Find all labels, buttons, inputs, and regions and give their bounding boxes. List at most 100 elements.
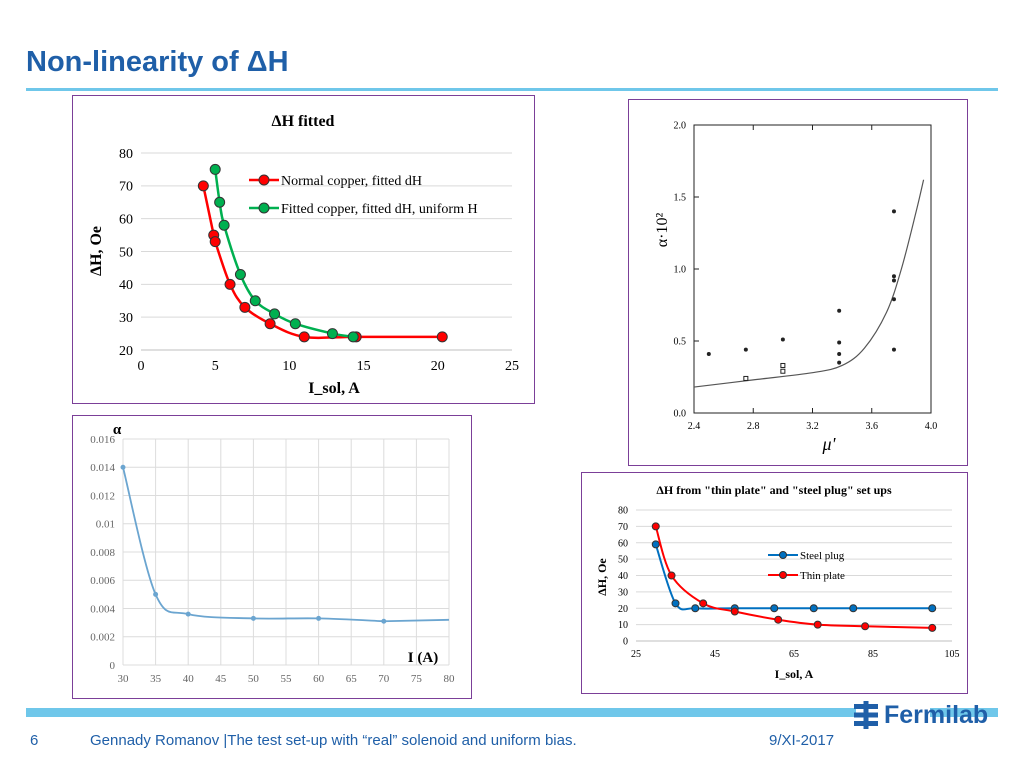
alpha-current-ytick-label: 0.014: [90, 462, 115, 474]
alpha-current-ytick-label: 0.008: [90, 547, 115, 559]
alpha-mu-xtick-label: 3.2: [806, 421, 819, 432]
chart-alpha-mu-svg: 0.0 0.5 1.0 1.5 2.0 2.4 2.8 3.2 3.6 4.0 μ' α·10²: [654, 121, 938, 455]
alpha-current-ytick-label: 0.004: [90, 603, 115, 615]
fitted-series-marker: [197, 180, 209, 192]
alpha-mu-point: [891, 209, 896, 214]
fitted-series-marker: [436, 331, 448, 343]
footer-bar-right: [930, 708, 998, 717]
alpha-mu-point: [743, 347, 748, 352]
alpha-current-xtick-label: 50: [248, 673, 260, 685]
alpha-mu-point: [837, 351, 842, 356]
setups-legend-label: Steel plug: [800, 550, 845, 562]
fitted-xtick-label: 25: [505, 359, 519, 374]
slide-title: Non-linearity of ΔH: [26, 46, 289, 78]
setups-ytick-label: 80: [618, 506, 628, 517]
setups-legend-marker: [779, 571, 787, 579]
alpha-mu-xtick-label: 3.6: [866, 421, 879, 432]
alpha-current-xtick-label: 30: [118, 673, 130, 685]
alpha-mu-xtick-label: 2.8: [747, 421, 760, 432]
footer-text: Gennady Romanov |The test set-up with “r…: [90, 732, 577, 749]
alpha-current-xtick-label: 80: [444, 673, 456, 685]
footer-date: 9/XI-2017: [769, 732, 835, 749]
alpha-current-xtick-label: 65: [346, 673, 358, 685]
fitted-title: ΔH fitted: [272, 113, 335, 130]
fitted-series-line: [213, 169, 354, 339]
setups-series-marker: [861, 622, 870, 631]
fitted-series-marker: [326, 328, 338, 340]
setups-series-marker: [849, 604, 858, 613]
fermilab-logo-text: Fermilab: [884, 700, 989, 729]
alpha-mu-ytick-label: 0.0: [674, 409, 687, 420]
alpha-current-series-marker: [316, 615, 322, 621]
fermilab-logo-icon: [854, 701, 878, 729]
fitted-series-marker: [209, 236, 221, 248]
fitted-series-marker: [269, 308, 281, 320]
setups-series-marker: [813, 620, 822, 629]
chart-setups: 0 10 20 30 40 50 60 70 80 25 45 65 85 105 Steel plug Th…: [581, 472, 968, 694]
alpha-mu-xtick-label: 2.4: [688, 421, 701, 432]
alpha-current-ytick-label: 0.01: [96, 519, 115, 531]
fitted-ytick-label: 80: [119, 147, 133, 162]
fitted-xtick-label: 5: [212, 359, 219, 374]
setups-ytick-label: 0: [623, 637, 628, 648]
fitted-series-marker: [239, 301, 251, 313]
setups-series-marker: [691, 604, 700, 613]
setups-ytick-label: 70: [618, 522, 628, 533]
alpha-current-ytick-label: 0.006: [90, 575, 115, 587]
setups-ytick-label: 20: [618, 604, 628, 615]
fitted-legend-marker: [258, 202, 270, 214]
setups-xtick-label: 105: [945, 649, 960, 660]
alpha-current-xtick-label: 55: [281, 673, 293, 685]
fitted-series-marker: [289, 318, 301, 330]
setups-series-marker: [928, 623, 937, 632]
alpha-mu-point: [891, 278, 896, 283]
fitted-legend-label: Fitted copper, fitted dH, uniform H: [281, 202, 478, 217]
fitted-series-marker: [214, 196, 226, 208]
fitted-legend-label: Normal copper, fitted dH: [281, 174, 422, 189]
alpha-current-series-marker: [120, 464, 126, 470]
chart-alpha-current-svg: 0 0.002 0.004 0.006 0.008 0.01 0.012 0.014 0.016…: [90, 422, 456, 685]
setups-ytick-label: 40: [618, 571, 628, 582]
alpha-current-xtick-label: 60: [313, 673, 325, 685]
alpha-current-series-marker: [185, 611, 191, 617]
fitted-series-marker: [249, 295, 261, 307]
chart-fitted-svg: 20 30 40 50 60 70 80 0 5 10 15 20 25 Normal copper, f…: [88, 113, 519, 397]
fitted-xtick-label: 20: [431, 359, 445, 374]
fermilab-logo: Fermilab: [852, 700, 988, 730]
fitted-ytick-label: 20: [119, 344, 133, 359]
chart-alpha-mu: 0.0 0.5 1.0 1.5 2.0 2.4 2.8 3.2 3.6 4.0 μ' α·10²: [628, 99, 968, 466]
setups-xtick-label: 25: [631, 649, 641, 660]
fitted-ylabel: ΔH, Oe: [88, 226, 105, 276]
setups-xtick-label: 65: [789, 649, 799, 660]
fitted-series-marker: [347, 331, 359, 343]
setups-xtick-label: 85: [868, 649, 878, 660]
alpha-current-series-marker: [250, 615, 256, 621]
alpha-mu-xtick-label: 4.0: [925, 421, 938, 432]
alpha-current-ylabel: α: [113, 422, 122, 438]
fitted-series-marker: [234, 268, 246, 280]
fitted-legend-marker: [258, 174, 270, 186]
alpha-mu-ytick-label: 0.5: [674, 337, 687, 348]
setups-series-marker: [651, 522, 660, 531]
setups-xlabel: I_sol, A: [775, 667, 814, 681]
alpha-mu-point: [837, 308, 842, 313]
alpha-current-ytick-label: 0.016: [90, 434, 115, 446]
fitted-ytick-label: 30: [119, 311, 133, 326]
title-rule: [26, 88, 998, 91]
setups-series-marker: [774, 615, 783, 624]
fitted-ytick-label: 60: [119, 213, 133, 228]
setups-ytick-label: 50: [618, 555, 628, 566]
alpha-current-xtick-label: 45: [215, 673, 227, 685]
alpha-mu-ytick-label: 1.5: [674, 193, 687, 204]
alpha-mu-ytick-label: 1.0: [674, 265, 687, 276]
setups-series-marker: [809, 604, 818, 613]
alpha-current-xtick-label: 35: [150, 673, 162, 685]
setups-ylabel: ΔH, Oe: [595, 558, 609, 596]
alpha-current-xtick-label: 40: [183, 673, 195, 685]
alpha-mu-point: [837, 340, 842, 345]
fitted-xtick-label: 10: [282, 359, 296, 374]
chart-alpha-current: 0 0.002 0.004 0.006 0.008 0.01 0.012 0.014 0.016…: [72, 415, 472, 699]
fitted-series-marker: [298, 331, 310, 343]
alpha-mu-ylabel: α·10²: [654, 213, 671, 248]
setups-ytick-label: 10: [618, 620, 628, 631]
